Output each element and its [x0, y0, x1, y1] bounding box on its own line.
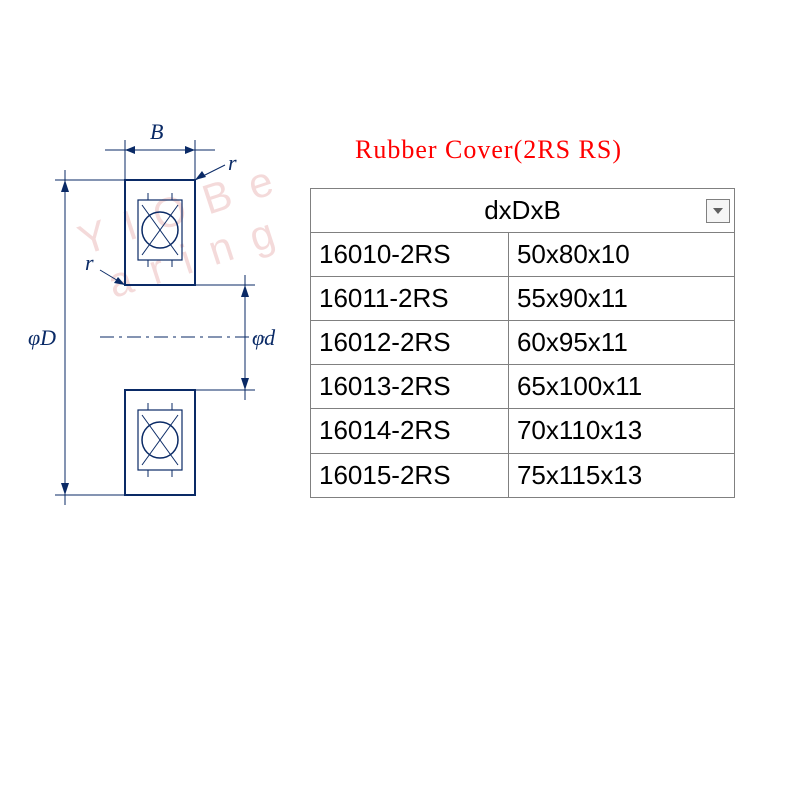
- table-row: 16013-2RS 65x100x11: [311, 365, 735, 409]
- table-row: 16010-2RS 50x80x10: [311, 233, 735, 277]
- chevron-down-icon: [713, 208, 723, 214]
- label-phi-D: φD: [28, 325, 56, 351]
- cell-part: 16015-2RS: [311, 453, 509, 497]
- dimensions-table: dxDxB 16010-2RS 50x80x10 16011-2RS 55x90…: [310, 188, 735, 498]
- cell-dim: 70x110x13: [508, 409, 734, 453]
- cell-dim: 60x95x11: [508, 321, 734, 365]
- cell-part: 16010-2RS: [311, 233, 509, 277]
- label-r-left: r: [85, 250, 94, 276]
- dropdown-button[interactable]: [706, 199, 730, 223]
- table-row: 16014-2RS 70x110x13: [311, 409, 735, 453]
- cell-dim: 55x90x11: [508, 277, 734, 321]
- cell-part: 16013-2RS: [311, 365, 509, 409]
- label-B: B: [150, 119, 163, 145]
- title-text: Rubber Cover(2RS RS): [355, 135, 622, 165]
- table-row: 16012-2RS 60x95x11: [311, 321, 735, 365]
- label-r-top: r: [228, 150, 237, 176]
- cell-part: 16014-2RS: [311, 409, 509, 453]
- cell-dim: 50x80x10: [508, 233, 734, 277]
- table-row: 16011-2RS 55x90x11: [311, 277, 735, 321]
- cell-dim: 65x100x11: [508, 365, 734, 409]
- cell-part: 16011-2RS: [311, 277, 509, 321]
- cell-part: 16012-2RS: [311, 321, 509, 365]
- bearing-diagram: B r r φD φd: [30, 125, 310, 505]
- table-header: dxDxB: [311, 189, 735, 233]
- table-row: 16015-2RS 75x115x13: [311, 453, 735, 497]
- cell-dim: 75x115x13: [508, 453, 734, 497]
- label-phi-d: φd: [252, 325, 275, 351]
- table-header-label: dxDxB: [484, 195, 561, 225]
